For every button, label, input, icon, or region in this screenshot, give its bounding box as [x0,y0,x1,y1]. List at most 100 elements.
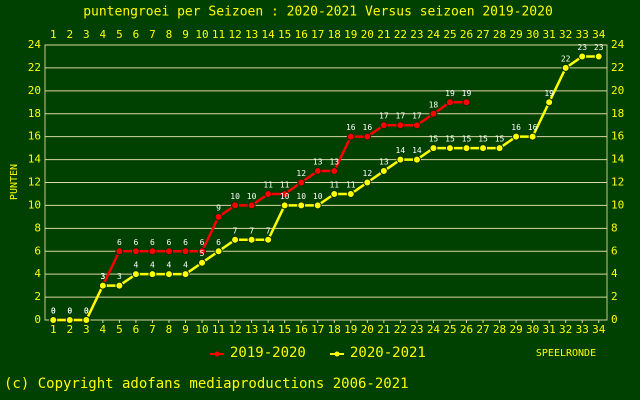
x-tick-label-top: 21 [377,28,390,41]
x-tick-label: 4 [100,323,107,336]
point [198,258,207,267]
x-tick-label-top: 8 [166,28,173,41]
x-tick-label: 15 [278,323,291,336]
point [313,167,322,176]
x-tick-label-top: 3 [83,28,90,41]
y-tick-label-right: 0 [611,313,618,326]
data-label: 15 [462,135,472,144]
x-tick-label: 11 [212,323,225,336]
y-tick-label-right: 8 [611,221,618,234]
data-label: 6 [216,238,221,247]
x-tick-label-top: 11 [212,28,225,41]
y-tick-label-right: 6 [611,244,618,257]
point [495,144,504,153]
data-label: 3 [117,272,122,281]
x-tick-label-top: 33 [576,28,589,41]
data-label: 19 [445,89,455,98]
point [115,281,124,290]
point [346,189,355,198]
point [429,109,438,118]
point [82,316,91,324]
point [214,247,223,256]
x-tick-label: 13 [245,323,258,336]
data-label: 15 [478,135,488,144]
x-tick-label: 18 [328,323,341,336]
point [594,52,603,61]
legend-marker [334,351,340,357]
data-label: 0 [84,307,89,316]
x-tick-label-top: 5 [116,28,123,41]
x-tick-label-top: 9 [182,28,189,41]
data-label: 9 [216,203,221,212]
point [462,98,471,107]
x-tick-label: 7 [149,323,156,336]
x-tick-label: 1 [50,323,57,336]
x-tick-label-top: 34 [592,28,606,41]
data-label: 13 [329,158,339,167]
x-tick-label-top: 30 [526,28,539,41]
data-label: 10 [230,192,240,201]
legend-marker [214,351,220,357]
point [330,189,339,198]
data-label: 23 [577,43,587,52]
x-tick-label: 24 [427,323,441,336]
point [231,201,240,210]
data-label: 23 [594,43,604,52]
data-label: 15 [495,135,505,144]
x-tick-label-top: 32 [559,28,572,41]
y-tick-label: 4 [34,267,41,280]
data-label: 16 [346,123,356,132]
y-tick-label-right: 14 [611,153,625,166]
point [214,212,223,221]
y-tick-label: 20 [28,84,41,97]
point [231,235,240,244]
y-tick-label-right: 2 [611,290,618,303]
y-tick-label-right: 10 [611,198,624,211]
y-axis-label: PUNTEN [9,164,20,200]
point [65,316,74,324]
data-label: 11 [280,180,290,189]
x-tick-label-top: 18 [328,28,341,41]
y-tick-label: 12 [28,176,41,189]
point [98,281,107,290]
data-label: 14 [412,146,422,155]
data-label: 3 [100,272,105,281]
point [512,132,521,141]
data-label: 6 [200,238,205,247]
x-tick-label-top: 27 [476,28,489,41]
point [181,270,190,279]
point [379,167,388,176]
data-label: 16 [363,123,373,132]
point [280,189,289,198]
x-tick-label: 22 [394,323,407,336]
x-tick-label: 8 [166,323,173,336]
y-tick-label-right: 22 [611,61,624,74]
x-axis-label: SPEELRONDE [536,348,596,359]
data-label: 6 [150,238,155,247]
point [528,132,537,141]
point [545,98,554,107]
point [297,201,306,210]
x-tick-label-top: 20 [361,28,374,41]
point [479,144,488,153]
point [346,132,355,141]
copyright: (c) Copyright adofans mediaproductions 2… [4,376,409,392]
x-tick-label-top: 4 [100,28,107,41]
data-label: 17 [379,112,389,121]
x-tick-label: 2 [66,323,73,336]
point [462,144,471,153]
point [148,270,157,279]
data-label: 0 [51,307,56,316]
point [247,235,256,244]
y-tick-label: 22 [28,61,41,74]
chart-title: puntengroei per Seizoen : 2020-2021 Vers… [83,5,553,20]
y-tick-label: 10 [28,198,41,211]
x-tick-label: 17 [311,323,324,336]
point [247,201,256,210]
data-label: 19 [462,89,472,98]
x-tick-label-top: 13 [245,28,258,41]
x-tick-label-top: 25 [443,28,456,41]
point [198,247,207,256]
data-label: 7 [249,226,254,235]
point [330,167,339,176]
